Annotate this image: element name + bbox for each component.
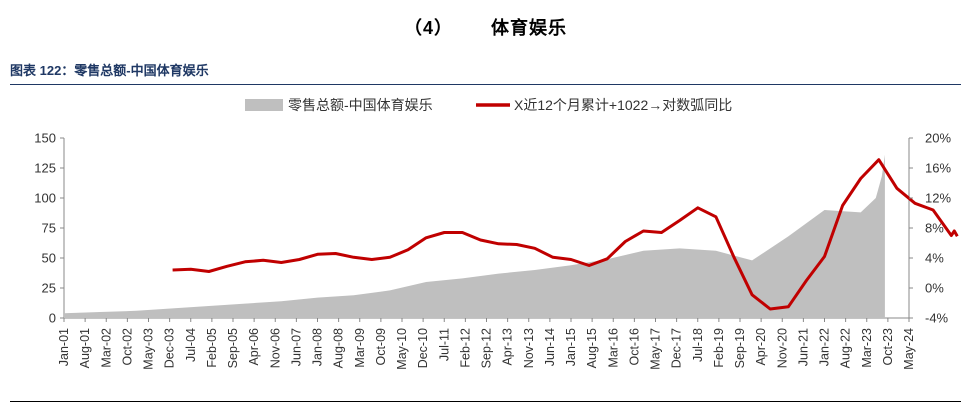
- x-tick-label: Oct-16: [627, 328, 641, 366]
- series-area-retail-sales: [64, 154, 885, 318]
- legend-label-line: X近12个月累计+1022→对数弧同比: [514, 97, 732, 113]
- x-tick-label: Jan-22: [818, 328, 832, 366]
- x-tick-label: Jun-07: [289, 328, 303, 366]
- x-tick-label: Apr-20: [754, 328, 768, 366]
- x-tick-label: Sep-19: [733, 328, 747, 368]
- x-tick-label: Jul-04: [184, 328, 198, 362]
- section-number: （4）: [403, 18, 453, 38]
- x-tick-label: Mar-02: [99, 328, 113, 368]
- right-axis-ticks: -4% 0% 4% 8% 12% 16% 20%: [909, 131, 951, 326]
- x-tick-label: May-17: [649, 328, 663, 370]
- x-tick-label: Jan-08: [311, 328, 325, 366]
- x-tick-label: Jan-15: [564, 328, 578, 366]
- left-tick-label: 25: [42, 281, 56, 296]
- x-axis-ticks: Jan-01 Aug-01 Mar-02 Oct-02 May-03 Dec-03 Jul-…: [57, 318, 916, 370]
- x-tick-label: Nov-20: [775, 328, 789, 368]
- x-tick-label: Oct-23: [881, 328, 895, 366]
- x-tick-label: Sep-05: [226, 328, 240, 368]
- x-tick-label: May-03: [142, 328, 156, 370]
- caption-rule: [10, 84, 961, 85]
- left-tick-label: 100: [34, 191, 56, 206]
- right-tick-label: 4%: [925, 251, 944, 266]
- bottom-rule: [10, 401, 961, 402]
- x-tick-label: Mar-09: [353, 328, 367, 368]
- x-tick-label: Apr-13: [501, 328, 515, 366]
- x-tick-label: Jul-18: [691, 328, 705, 362]
- x-tick-label: Dec-03: [163, 328, 177, 368]
- legend-swatch-area: [245, 99, 283, 111]
- series-line-yoy: [172, 158, 959, 311]
- right-tick-label: -4%: [925, 311, 949, 326]
- x-tick-label: Aug-22: [839, 328, 853, 368]
- left-tick-label: 150: [34, 131, 56, 146]
- x-tick-label: Apr-06: [247, 328, 261, 366]
- x-tick-label: Feb-19: [712, 328, 726, 368]
- x-tick-label: Jul-11: [437, 328, 451, 361]
- x-tick-label: Nov-13: [522, 328, 536, 368]
- x-tick-label: Dec-17: [670, 328, 684, 368]
- x-tick-label: Jun-21: [796, 328, 810, 366]
- right-tick-label: 16%: [925, 161, 951, 176]
- x-tick-label: Dec-10: [416, 328, 430, 368]
- x-tick-label: Aug-15: [585, 328, 599, 368]
- right-tick-label: 8%: [925, 221, 944, 236]
- x-tick-label: Mar-23: [860, 328, 874, 368]
- right-tick-label: 12%: [925, 191, 951, 206]
- right-tick-label: 0%: [925, 281, 944, 296]
- figure-caption: 图表 122：零售总额-中国体育娱乐: [10, 63, 209, 78]
- right-tick-label: 20%: [925, 131, 951, 146]
- left-axis-ticks: 0 25 50 75 100 125 150: [34, 131, 64, 326]
- legend-label-area: 零售总额-中国体育娱乐: [288, 97, 433, 113]
- x-tick-label: Oct-09: [374, 328, 388, 366]
- x-tick-label: Feb-12: [458, 328, 472, 368]
- x-tick-label: Jan-01: [57, 328, 71, 366]
- x-tick-label: Aug-08: [332, 328, 346, 368]
- x-tick-label: Jun-14: [543, 328, 557, 366]
- x-tick-label: May-24: [902, 328, 916, 370]
- x-tick-label: Mar-16: [606, 328, 620, 368]
- section-title: （4） 体育娱乐: [0, 14, 971, 40]
- left-tick-label: 50: [42, 251, 56, 266]
- x-tick-label: Nov-06: [268, 328, 282, 368]
- x-tick-label: Oct-02: [120, 328, 134, 366]
- x-tick-label: Aug-01: [78, 328, 92, 368]
- left-tick-label: 75: [42, 221, 56, 236]
- x-tick-label: Feb-05: [205, 328, 219, 368]
- chart-legend: 零售总额-中国体育娱乐 X近12个月累计+1022→对数弧同比: [245, 97, 732, 113]
- section-heading: 体育娱乐: [491, 18, 567, 38]
- x-tick-label: Sep-12: [480, 328, 494, 368]
- left-tick-label: 0: [49, 311, 56, 326]
- x-tick-label: May-10: [395, 328, 409, 370]
- left-tick-label: 125: [34, 161, 56, 176]
